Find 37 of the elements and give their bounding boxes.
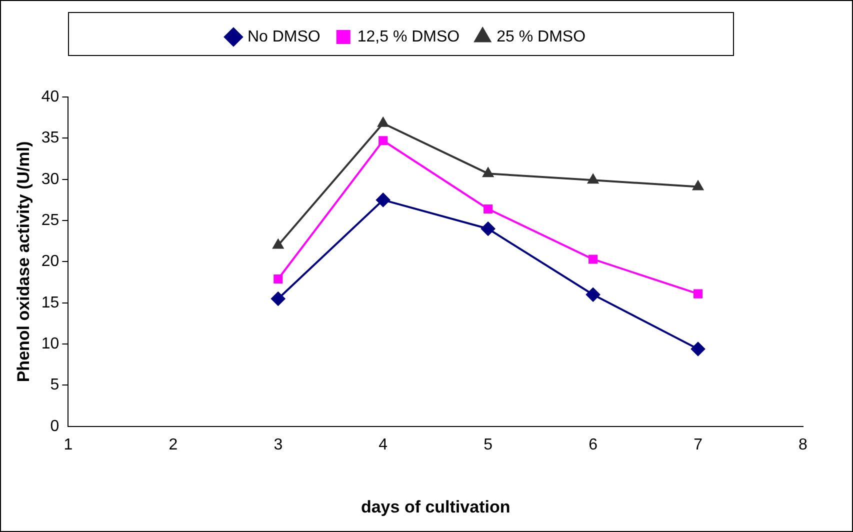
x-tick-label: 1 <box>64 436 73 454</box>
y-tick-label: 15 <box>41 294 60 312</box>
y-axis-title: Phenol oxidase activity (U/ml) <box>14 141 33 382</box>
x-tick-label: 8 <box>798 436 808 454</box>
point <box>378 136 388 146</box>
point <box>484 204 493 214</box>
point <box>271 292 286 306</box>
y-tick-label: 20 <box>41 253 60 270</box>
x-tick-label: 5 <box>484 436 493 454</box>
legend-label: No DMSO <box>247 28 320 46</box>
legend-label: 12,5 % DMSO <box>357 28 460 46</box>
y-tick-label: 25 <box>41 212 60 229</box>
y-tick-label: 0 <box>50 418 60 435</box>
point <box>378 117 388 127</box>
y-tick-label: 35 <box>41 130 60 147</box>
point <box>272 239 284 249</box>
x-axis-title: days of cultivation <box>360 497 510 516</box>
y-tick-label: 40 <box>41 88 60 106</box>
y-tick-label: 5 <box>50 376 60 394</box>
point <box>482 168 494 178</box>
x-tick-label: 4 <box>378 436 388 454</box>
point <box>693 289 703 298</box>
point <box>586 288 600 302</box>
point <box>692 180 704 190</box>
y-tick-label: 10 <box>41 335 60 352</box>
point <box>588 174 598 184</box>
y-tick-label: 30 <box>41 170 60 188</box>
point <box>691 342 706 356</box>
legend-label: 25 % DMSO <box>496 28 586 46</box>
x-tick-label: 2 <box>168 436 178 454</box>
point <box>376 192 390 207</box>
point <box>481 222 496 236</box>
point <box>588 254 598 264</box>
point <box>274 274 283 284</box>
x-tick-label: 7 <box>694 436 703 454</box>
x-tick-label: 3 <box>274 436 283 454</box>
x-tick-label: 6 <box>588 436 598 454</box>
